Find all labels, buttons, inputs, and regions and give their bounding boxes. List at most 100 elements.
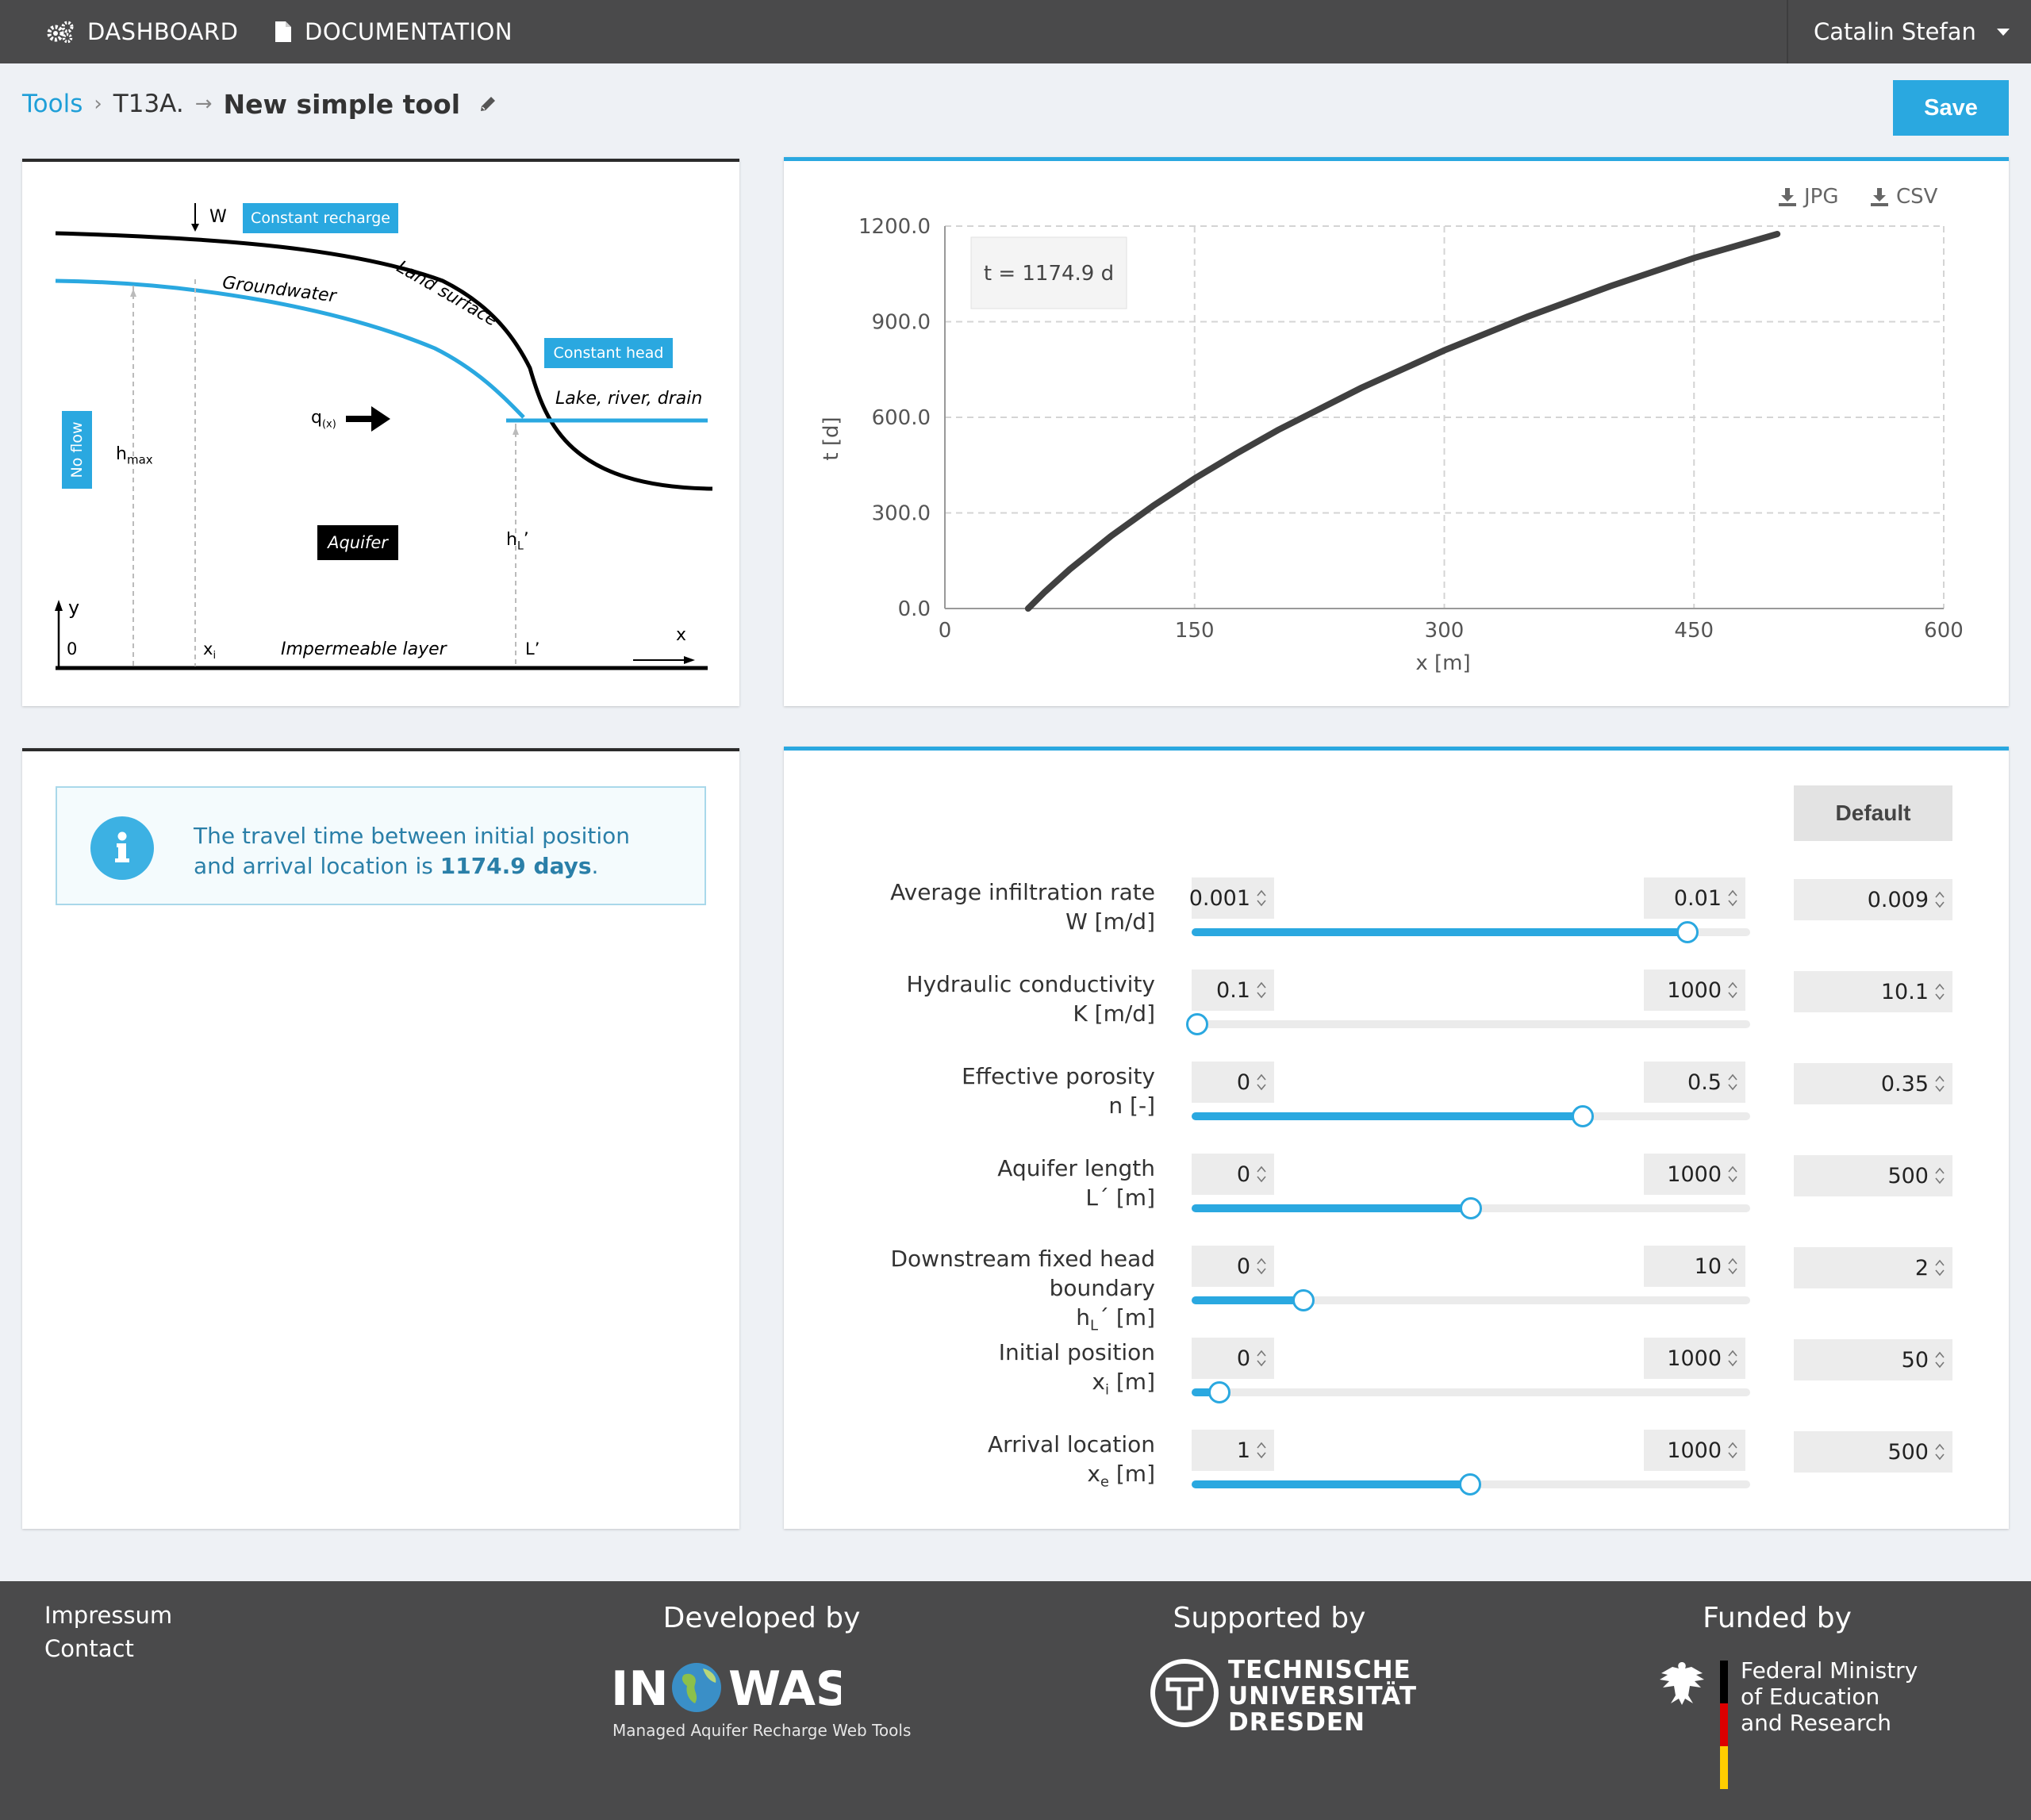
param-aquifer-length: Aquifer length L´ [m] 0 1000 500 xyxy=(784,1154,2009,1241)
chevron-right-icon: › xyxy=(94,92,102,116)
recharge-symbol: W xyxy=(209,207,227,227)
y-axis-title: t [d] xyxy=(820,417,843,460)
impermeable-layer-label: Impermeable layer xyxy=(281,639,447,659)
value-input[interactable]: 500 xyxy=(1794,1155,1952,1196)
value-input[interactable]: 10.1 xyxy=(1794,971,1952,1012)
L-label: L’ xyxy=(525,639,540,659)
save-button[interactable]: Save xyxy=(1893,80,2009,136)
param-downstream-head: Downstream fixed head boundary hL´ [m] 0 1… xyxy=(784,1244,2009,1334)
info-message: The travel time between initial position… xyxy=(56,786,706,905)
spinner-icon xyxy=(1728,1165,1737,1183)
contact-link[interactable]: Contact xyxy=(44,1635,134,1662)
parameters-panel: Default Average infiltration rate W [m/d]… xyxy=(784,747,2009,1529)
spinner-icon xyxy=(1728,889,1737,907)
chart-grid xyxy=(945,225,1945,609)
export-jpg-button[interactable]: JPG xyxy=(1777,185,1839,209)
spinner-icon xyxy=(1728,981,1737,999)
slider-handle[interactable] xyxy=(1208,1381,1231,1403)
xi-label: xi xyxy=(203,639,217,662)
nav-documentation[interactable]: DOCUMENTATION xyxy=(275,0,513,63)
min-input[interactable]: 0 xyxy=(1192,1154,1274,1195)
slider[interactable] xyxy=(1192,1105,1750,1127)
max-input[interactable]: 1000 xyxy=(1644,1430,1745,1471)
min-input[interactable]: 0 xyxy=(1192,1062,1274,1103)
recharge-arrow-icon xyxy=(191,224,199,232)
gears-icon xyxy=(47,21,74,44)
min-input[interactable]: 1 xyxy=(1192,1430,1274,1471)
export-csv-label: CSV xyxy=(1896,185,1938,209)
bmbf-logo-text: Federal Ministry of Education and Resear… xyxy=(1741,1657,1918,1736)
x-tick-label: 600 xyxy=(1924,619,1964,643)
slider[interactable] xyxy=(1186,1013,1750,1035)
y-axis-arrow-icon xyxy=(55,600,63,611)
nav-dashboard[interactable]: DASHBOARD xyxy=(46,0,238,63)
value-input[interactable]: 50 xyxy=(1794,1339,1952,1380)
x-tick-labels: 0 150 300 450 600 xyxy=(939,619,1964,643)
max-input[interactable]: 1000 xyxy=(1644,1338,1745,1379)
max-input[interactable]: 1000 xyxy=(1644,1154,1745,1195)
spinner-icon xyxy=(1257,1257,1266,1275)
spinner-icon xyxy=(1728,1350,1737,1367)
value-input[interactable]: 0.35 xyxy=(1794,1063,1952,1104)
param-label: Aquifer length L´ [m] xyxy=(997,1155,1155,1211)
value-input[interactable]: 0.009 xyxy=(1794,879,1952,920)
max-input[interactable]: 0.5 xyxy=(1644,1062,1745,1103)
export-csv-button[interactable]: CSV xyxy=(1869,185,1937,209)
min-input[interactable]: 0 xyxy=(1192,1246,1274,1287)
param-label: Initial position xi [m] xyxy=(998,1339,1155,1399)
slider-handle[interactable] xyxy=(1459,1473,1482,1496)
info-message-text: The travel time between initial position… xyxy=(194,823,631,879)
breadcrumb: Tools › T13A. → New simple tool xyxy=(22,86,498,122)
diagram-panel: W Constant recharge Groundwater Land sur… xyxy=(22,159,739,706)
user-menu[interactable]: Catalin Stefan xyxy=(1787,0,2031,63)
min-input[interactable]: 0.001 xyxy=(1189,877,1274,919)
spinner-icon xyxy=(1257,1350,1266,1367)
spinner-icon xyxy=(1728,1073,1737,1091)
slider[interactable] xyxy=(1192,1381,1750,1403)
series-line xyxy=(1024,231,1781,612)
min-input[interactable]: 0.1 xyxy=(1192,970,1274,1011)
slider[interactable] xyxy=(1192,1197,1750,1219)
slider-handle[interactable] xyxy=(1292,1289,1315,1311)
x-tick-label: 150 xyxy=(1175,619,1215,643)
slider-handle[interactable] xyxy=(1571,1105,1594,1127)
aquifer-label: Aquifer xyxy=(328,533,388,552)
x-tick-label: 450 xyxy=(1674,619,1714,643)
impressum-link[interactable]: Impressum xyxy=(44,1602,173,1629)
value-input[interactable]: 500 xyxy=(1794,1431,1952,1473)
default-button[interactable]: Default xyxy=(1794,785,1952,841)
chart-tooltip: t = 1174.9 d xyxy=(970,236,1127,309)
origin-label: 0 xyxy=(67,639,78,659)
max-input[interactable]: 1000 xyxy=(1644,970,1745,1011)
federal-eagle-icon xyxy=(1660,1662,1704,1705)
spinner-icon xyxy=(1728,1257,1737,1275)
inowas-logo: IN WAS xyxy=(611,1661,841,1717)
export-jpg-label: JPG xyxy=(1804,185,1839,209)
chart-axes xyxy=(944,226,1944,609)
breadcrumb-tools-link[interactable]: Tools xyxy=(22,90,83,118)
slider-handle[interactable] xyxy=(1460,1197,1482,1219)
spinner-icon xyxy=(1257,889,1266,907)
max-input[interactable]: 10 xyxy=(1644,1246,1745,1287)
spinner-icon xyxy=(1935,983,1945,1000)
min-input[interactable]: 0 xyxy=(1192,1338,1274,1379)
svg-text:WAS: WAS xyxy=(728,1661,841,1717)
param-initial-position: Initial position xi [m] 0 1000 50 xyxy=(784,1338,2009,1425)
value-input[interactable]: 2 xyxy=(1794,1247,1952,1288)
breadcrumb-tool-code: T13A. xyxy=(113,90,184,118)
slider[interactable] xyxy=(1192,921,1750,943)
pencil-icon[interactable] xyxy=(478,94,498,114)
max-input[interactable]: 0.01 xyxy=(1644,877,1745,919)
slider[interactable] xyxy=(1192,1473,1750,1496)
spinner-icon xyxy=(1257,981,1266,999)
slider[interactable] xyxy=(1192,1289,1750,1311)
param-label: Downstream fixed head boundary hL´ [m] xyxy=(890,1246,1155,1334)
nav-dashboard-label: DASHBOARD xyxy=(87,18,239,45)
y-tick-label: 600.0 xyxy=(872,406,931,430)
nav-documentation-label: DOCUMENTATION xyxy=(305,18,513,45)
lake-river-drain-label: Lake, river, drain xyxy=(555,389,703,409)
slider-handle[interactable] xyxy=(1186,1013,1209,1035)
slider-handle[interactable] xyxy=(1676,921,1699,943)
spinner-icon xyxy=(1257,1165,1266,1183)
x-axis-arrow-icon xyxy=(684,656,695,664)
